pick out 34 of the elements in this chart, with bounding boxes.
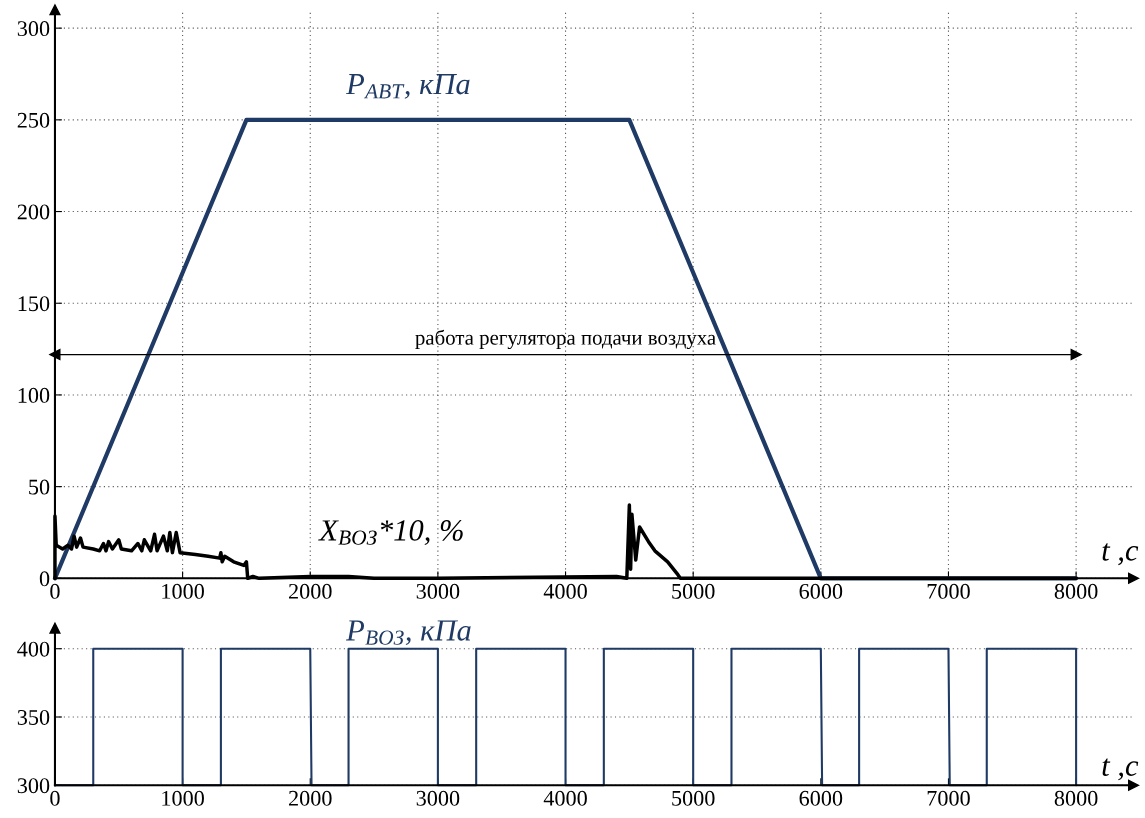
y-tick-label: 100 [18, 387, 50, 403]
x-tick-label: 3000 [416, 790, 460, 806]
x-tick-label: 3000 [416, 583, 460, 599]
x-axis-title: t ,c [1102, 758, 1139, 781]
x-tick-label: 8000 [1054, 583, 1098, 599]
x-tick-label: 6000 [799, 583, 843, 599]
y-tick-label: 0 [39, 571, 50, 587]
x-axis-title: t ,c [1102, 543, 1139, 566]
x-tick-label: 1000 [162, 583, 204, 599]
x-tick-label: 5000 [672, 583, 715, 599]
x-tick-label: 2000 [289, 790, 332, 806]
y-tick-label: 300 [17, 778, 50, 794]
ref-line-label: работа регулятора подачи воздуха [415, 329, 716, 350]
series-label: P$_{ВОЗ}$, кПа [346, 620, 471, 646]
x-tick-label: 7000 [927, 583, 970, 599]
y-tick-label: 400 [17, 641, 50, 657]
x-tick-label: 7000 [927, 790, 970, 806]
x-tick-label: 1000 [162, 790, 204, 806]
y-tick-label: 200 [17, 204, 50, 220]
x-tick-label: 0 [50, 583, 60, 599]
x-tick-label: 8000 [1054, 790, 1098, 806]
y-tick-label: 300 [17, 21, 50, 37]
y-tick-label: 150 [18, 296, 50, 312]
x-tick-label: 6000 [799, 790, 843, 806]
y-tick-label: 250 [17, 112, 50, 128]
x-tick-label: 0 [50, 790, 60, 806]
x-tick-label: 5000 [672, 790, 715, 806]
series-label: X$_{ВОЗ}$*10, % [318, 520, 463, 546]
y-tick-label: 50 [29, 479, 50, 495]
x-tick-label: 4000 [543, 583, 587, 599]
x-tick-label: 2000 [289, 583, 332, 599]
x-tick-label: 4000 [543, 790, 587, 806]
y-tick-label: 350 [17, 709, 50, 725]
series-label: P$_{АВТ}$, кПа [346, 74, 470, 99]
